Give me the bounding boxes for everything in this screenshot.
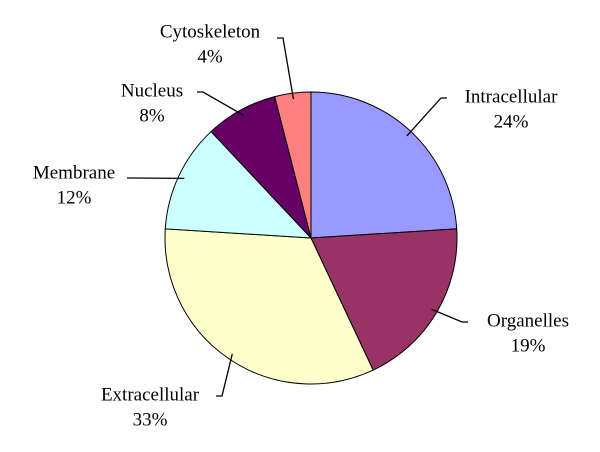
pie-slice <box>164 228 374 385</box>
slice-value-label: 8% <box>139 105 165 126</box>
leader-line <box>277 37 295 100</box>
slice-label: Cytoskeleton <box>160 21 261 42</box>
slice-label: Organelles <box>487 310 569 331</box>
slice-label: Extracellular <box>101 384 200 405</box>
slice-value-label: 4% <box>197 46 223 67</box>
slice-value-label: 24% <box>494 111 529 132</box>
slice-value-label: 12% <box>57 187 92 208</box>
pie-slice <box>310 228 458 371</box>
leader-line <box>216 353 233 397</box>
pie-slice <box>164 130 313 239</box>
slice-value-label: 19% <box>511 335 546 356</box>
leader-line <box>431 308 468 323</box>
slice-label: Nucleus <box>121 80 183 101</box>
slice-label: Intracellular <box>465 86 559 107</box>
pie-slice <box>310 91 458 239</box>
leader-line <box>197 91 244 116</box>
slice-label: Membrane <box>33 162 115 183</box>
leader-line <box>406 97 447 137</box>
slice-value-label: 33% <box>133 409 168 430</box>
